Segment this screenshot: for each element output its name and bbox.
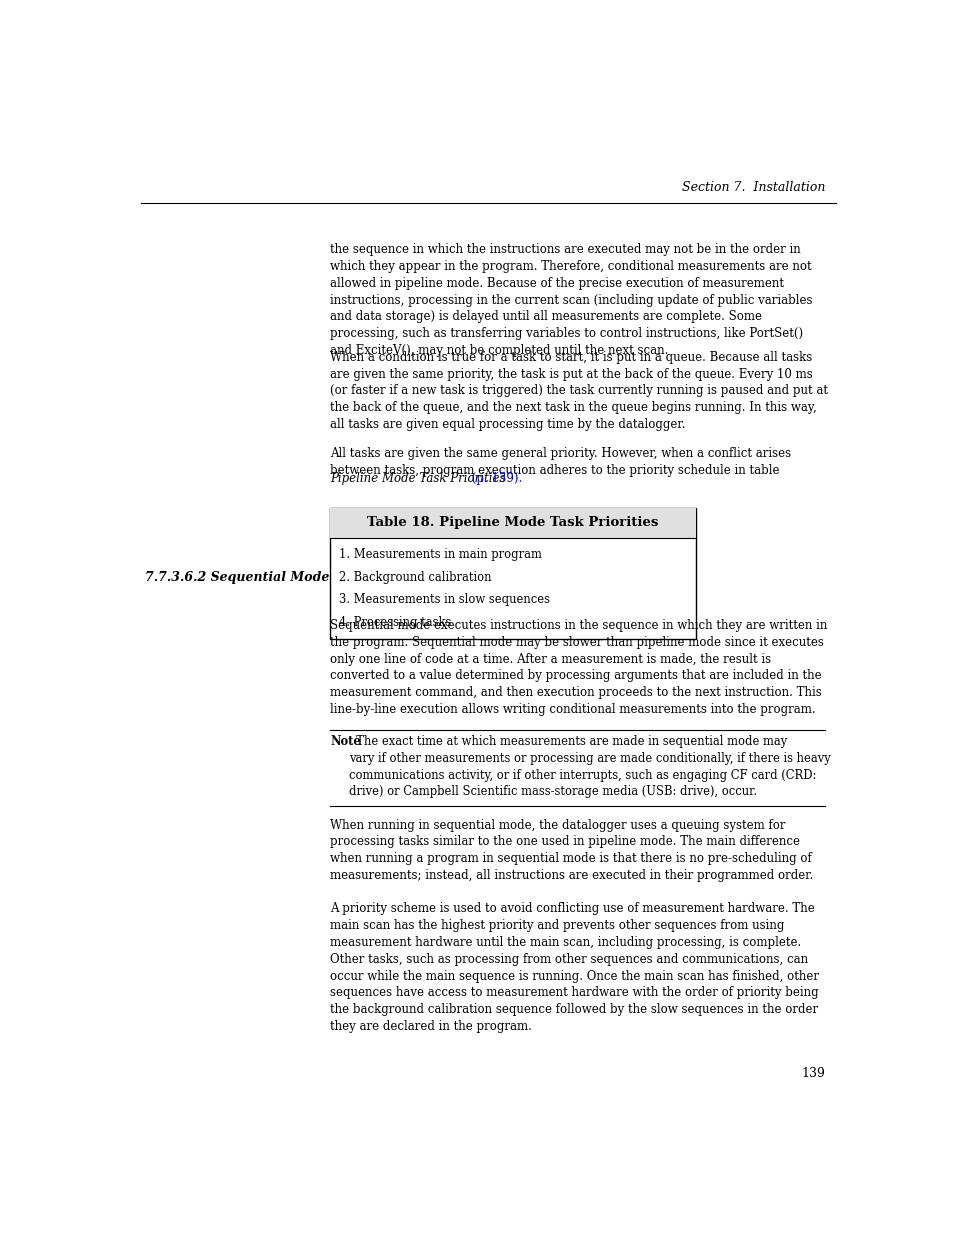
Text: Section 7.  Installation: Section 7. Installation bbox=[681, 180, 824, 194]
Text: 139: 139 bbox=[801, 1067, 824, 1081]
Text: Sequential mode executes instructions in the sequence in which they are written : Sequential mode executes instructions in… bbox=[330, 619, 826, 716]
Text: 2. Background calibration: 2. Background calibration bbox=[338, 571, 491, 584]
Text: Pipeline Mode Task Priorities: Pipeline Mode Task Priorities bbox=[330, 472, 505, 485]
Text: The exact time at which measurements are made in sequential mode may
vary if oth: The exact time at which measurements are… bbox=[349, 735, 830, 798]
FancyBboxPatch shape bbox=[330, 508, 696, 538]
Text: (p. 139).: (p. 139). bbox=[467, 472, 521, 485]
Text: All tasks are given the same general priority. However, when a conflict arises
b: All tasks are given the same general pri… bbox=[330, 447, 790, 494]
Text: 3. Measurements in slow sequences: 3. Measurements in slow sequences bbox=[338, 593, 549, 606]
Text: When running in sequential mode, the datalogger uses a queuing system for
proces: When running in sequential mode, the dat… bbox=[330, 819, 813, 882]
Text: A priority scheme is used to avoid conflicting use of measurement hardware. The
: A priority scheme is used to avoid confl… bbox=[330, 903, 818, 1032]
Text: Note: Note bbox=[330, 735, 360, 748]
FancyBboxPatch shape bbox=[330, 508, 696, 638]
Text: Table 18. Pipeline Mode Task Priorities: Table 18. Pipeline Mode Task Priorities bbox=[367, 516, 658, 530]
Text: 4. Processing tasks: 4. Processing tasks bbox=[338, 616, 451, 629]
Text: 1. Measurements in main program: 1. Measurements in main program bbox=[338, 548, 541, 561]
Text: the sequence in which the instructions are executed may not be in the order in
w: the sequence in which the instructions a… bbox=[330, 243, 812, 357]
Text: When a condition is true for a task to start, it is put in a queue. Because all : When a condition is true for a task to s… bbox=[330, 351, 827, 431]
Text: 7.7.3.6.2 Sequential Mode: 7.7.3.6.2 Sequential Mode bbox=[145, 572, 329, 584]
